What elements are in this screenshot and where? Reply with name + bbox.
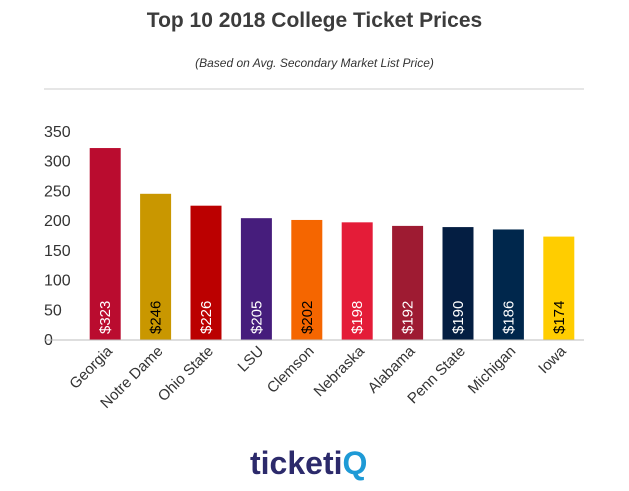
bar — [190, 205, 222, 340]
x-tick-label: Nebraska — [311, 342, 369, 400]
y-tick-label: 250 — [44, 183, 71, 200]
bars: $323 $246 $226 $205 $202 $198 $192 $190 $186 $174 — [89, 148, 575, 340]
x-tick-label: Clemson — [264, 343, 318, 397]
x-tick-label: Iowa — [535, 342, 570, 377]
bar — [543, 236, 575, 340]
bar — [341, 222, 373, 340]
bar-data-label: $174 — [551, 301, 568, 334]
bar-data-label: $202 — [299, 301, 316, 334]
bar-data-label: $323 — [97, 301, 114, 334]
bar — [392, 225, 424, 340]
bar — [240, 218, 272, 340]
y-tick-label: 200 — [44, 213, 71, 230]
bar-data-label: $190 — [450, 301, 467, 334]
x-tick-label: Georgia — [66, 342, 116, 392]
bar — [492, 229, 524, 340]
bar — [291, 219, 323, 340]
x-tick-label: LSU — [235, 343, 268, 376]
bar-data-label: $192 — [400, 301, 417, 334]
bar-data-label: $186 — [500, 301, 517, 334]
bar-data-label: $226 — [198, 301, 215, 334]
ticketiq-logo: ticketiQ — [250, 443, 400, 483]
logo-accent-text: Q — [342, 445, 367, 481]
logo-main-text: ticketi — [250, 445, 342, 481]
svg-text:ticketiQ: ticketiQ — [250, 445, 367, 481]
x-tick-label: Ohio State — [155, 343, 217, 405]
bar — [89, 148, 121, 340]
y-tick-label: 300 — [44, 154, 71, 171]
bar-data-label: $198 — [349, 301, 366, 334]
chart-subtitle: (Based on Avg. Secondary Market List Pri… — [195, 56, 434, 70]
y-tick-label: 50 — [44, 302, 62, 319]
bar-data-label: $246 — [148, 301, 165, 334]
bar — [442, 227, 474, 340]
y-tick-label: 350 — [44, 124, 71, 141]
bar — [140, 193, 172, 340]
bar-data-label: $205 — [248, 301, 265, 334]
chart-title: Top 10 2018 College Ticket Prices — [146, 9, 483, 32]
y-tick-label: 100 — [44, 273, 71, 290]
y-tick-label: 150 — [44, 243, 71, 260]
x-tick-label: Michigan — [465, 343, 519, 397]
